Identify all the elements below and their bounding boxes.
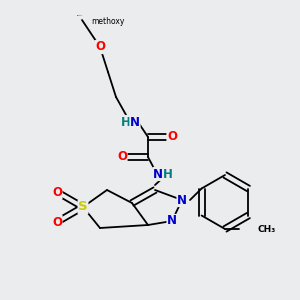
Text: methoxy: methoxy <box>91 17 125 26</box>
Text: O: O <box>52 185 62 199</box>
Text: O: O <box>117 151 127 164</box>
Text: O: O <box>52 215 62 229</box>
Text: H: H <box>163 167 173 181</box>
Text: methoxy: methoxy <box>77 15 83 16</box>
Text: S: S <box>78 200 88 214</box>
Text: O: O <box>167 130 177 143</box>
Text: N: N <box>130 116 140 128</box>
Text: N: N <box>167 214 177 227</box>
Text: H: H <box>121 116 131 128</box>
Text: O: O <box>95 40 105 53</box>
Text: N: N <box>177 194 187 206</box>
Text: CH₃: CH₃ <box>257 224 275 233</box>
Text: N: N <box>153 167 163 181</box>
